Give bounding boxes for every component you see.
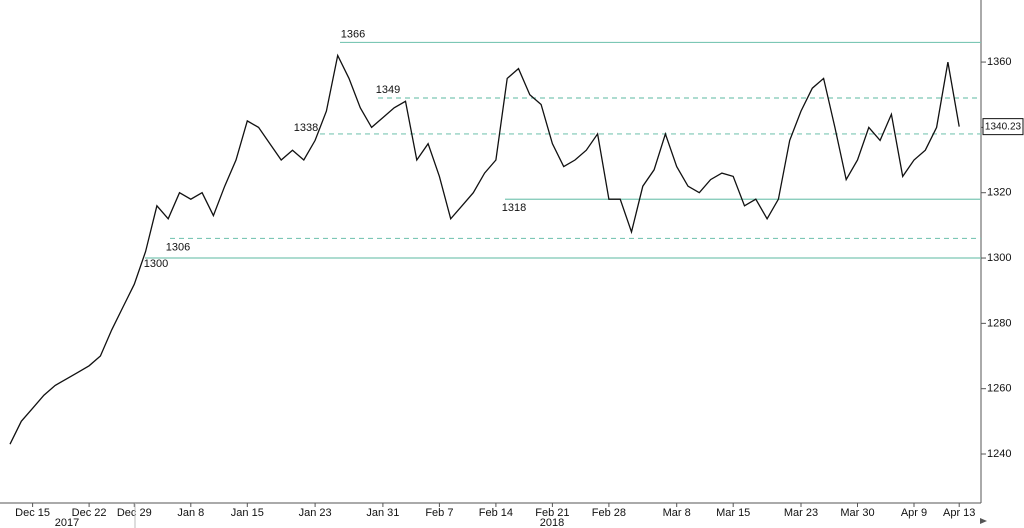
x-tick-label: Mar 23 [784, 507, 818, 519]
x-tick-label: Jan 31 [366, 507, 399, 519]
last-price-box [982, 118, 1024, 136]
level-label: 1300 [144, 258, 168, 270]
last-price-label: 1340.23 [985, 121, 1022, 132]
x-tick-label: Feb 21 [535, 507, 569, 519]
level-label: 1306 [166, 241, 190, 253]
x-tick-label: Dec 29 [117, 507, 152, 519]
x-tick-label: Mar 30 [840, 507, 874, 519]
level-label: 1349 [376, 84, 400, 96]
year-label: 2017 [55, 517, 79, 528]
level-label: 1318 [502, 202, 526, 214]
price-line [9, 53, 960, 445]
x-tick-label: Apr 13 [943, 507, 975, 519]
level-label: 1338 [294, 122, 318, 134]
x-tick-label: Apr 9 [901, 507, 927, 519]
scroll-arrow [980, 518, 987, 524]
x-tick-label: Feb 14 [479, 507, 513, 519]
y-tick-label: 1360 [987, 56, 1011, 68]
x-tick-label: Mar 8 [663, 507, 691, 519]
y-tick-label: 1280 [987, 317, 1011, 329]
x-tick-label: Feb 28 [592, 507, 626, 519]
x-tick-label: Dec 22 [72, 507, 107, 519]
y-tick-label: 1260 [987, 383, 1011, 395]
x-tick-label: Jan 15 [231, 507, 264, 519]
y-tick-label: 1240 [987, 448, 1011, 460]
year-label: 2018 [540, 517, 564, 528]
x-tick-label: Jan 23 [299, 507, 332, 519]
level-label: 1366 [341, 28, 365, 40]
x-tick-label: Mar 15 [716, 507, 750, 519]
y-tick-label: 1320 [987, 187, 1011, 199]
x-tick-label: Feb 7 [425, 507, 453, 519]
x-tick-label: Jan 8 [177, 507, 204, 519]
x-tick-label: Dec 15 [15, 507, 50, 519]
y-tick-label: 1300 [987, 252, 1011, 264]
